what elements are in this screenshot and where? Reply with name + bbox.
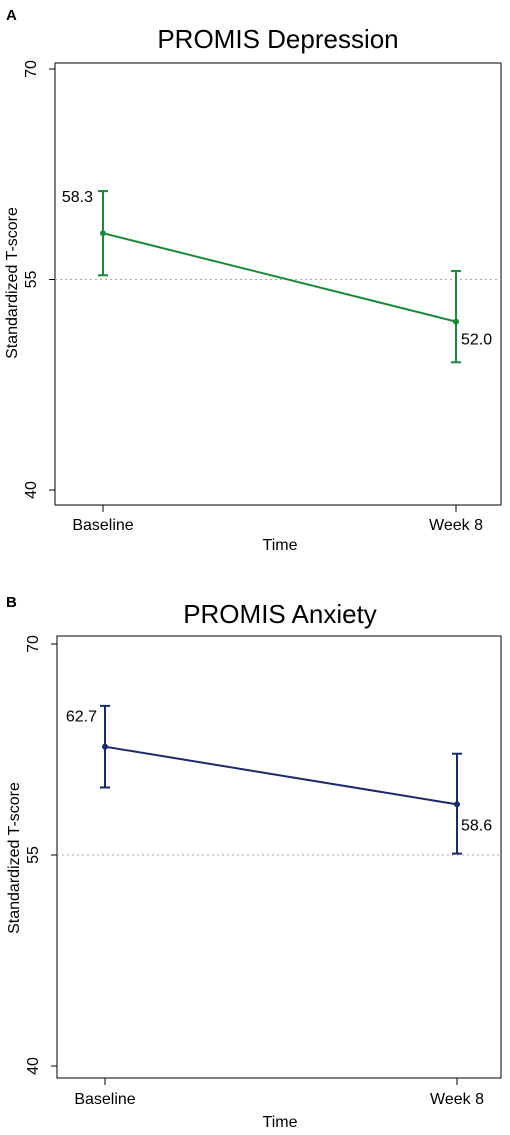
y-tick-label: 40 bbox=[23, 481, 40, 499]
chart-title: PROMIS Anxiety bbox=[183, 599, 377, 629]
x-tick-label: Week 8 bbox=[429, 517, 483, 534]
data-label: 58.6 bbox=[461, 817, 492, 834]
data-label: 52.0 bbox=[461, 332, 492, 349]
y-axis-label: Standardized T-score bbox=[6, 782, 23, 934]
x-tick-label: Baseline bbox=[72, 517, 133, 534]
x-axis-label: Time bbox=[263, 1114, 298, 1131]
y-tick-label: 55 bbox=[25, 846, 42, 864]
x-axis-label: Time bbox=[263, 537, 298, 554]
x-tick-label: Week 8 bbox=[430, 1091, 484, 1108]
y-tick-label: 70 bbox=[25, 635, 42, 653]
y-tick-label: 55 bbox=[23, 271, 40, 289]
data-label: 58.3 bbox=[62, 189, 93, 206]
y-tick-label: 70 bbox=[23, 60, 40, 78]
data-point bbox=[102, 743, 108, 750]
panel-b: B PROMIS Anxiety 40 55 70 Baseline Week 8 62… bbox=[6, 594, 502, 1131]
panel-a: A PROMIS Depression 40 55 70 Baseline Week 8… bbox=[4, 7, 502, 554]
data-point bbox=[454, 801, 460, 808]
data-point bbox=[100, 230, 106, 237]
data-point bbox=[453, 318, 459, 325]
y-tick-label: 40 bbox=[25, 1057, 42, 1075]
series-line bbox=[104, 745, 458, 806]
y-axis-label: Standardized T-score bbox=[4, 207, 21, 359]
plot-frame bbox=[54, 62, 502, 506]
plot-frame bbox=[56, 635, 502, 1079]
chart-title: PROMIS Depression bbox=[157, 24, 398, 54]
data-label: 62.7 bbox=[66, 709, 97, 726]
panel-letter: A bbox=[6, 7, 17, 24]
panel-letter: B bbox=[6, 594, 17, 611]
series-line bbox=[102, 232, 457, 323]
x-tick-label: Baseline bbox=[74, 1091, 135, 1108]
